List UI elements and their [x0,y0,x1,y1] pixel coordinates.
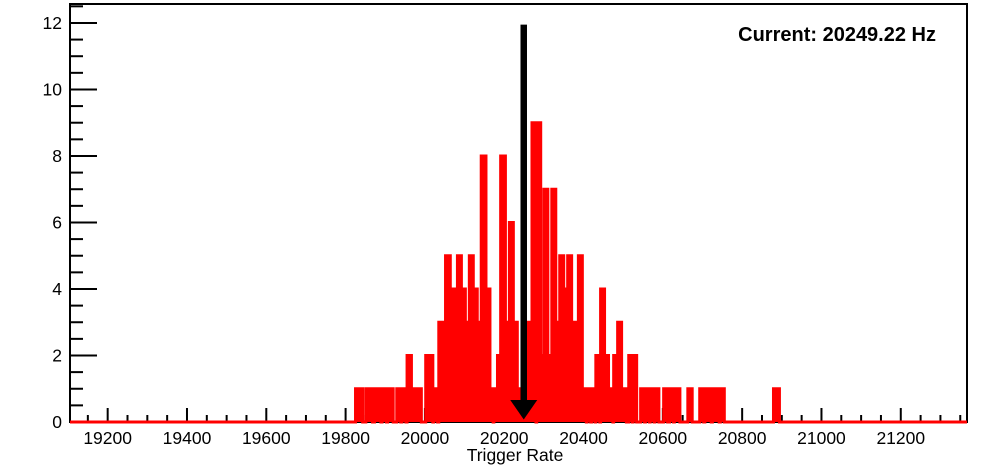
y-axis-tick-labels: 0 2 4 6 8 10 12 [43,13,63,432]
x-tick-label: 19800 [321,428,370,448]
y-axis-ticks [70,5,97,423]
current-value-arrow [510,24,538,420]
y-tick-label: 8 [52,146,62,166]
x-tick-label: 20800 [718,428,767,448]
x-tick-label: 20600 [639,428,688,448]
arrow-head-icon [510,400,538,420]
x-tick-label: 20400 [559,428,608,448]
y-tick-label: 2 [52,345,62,365]
current-rate-annotation: Current: 20249.22 Hz [738,24,936,46]
y-tick-label: 4 [52,279,62,299]
x-tick-label: 20200 [480,428,529,448]
x-tick-label: 21200 [876,428,925,448]
x-axis-title: Trigger Rate [467,445,564,465]
x-tick-label: 19400 [163,428,212,448]
y-tick-label: 0 [52,412,62,432]
x-tick-label: 21000 [797,428,846,448]
x-tick-label: 19200 [83,428,132,448]
y-tick-label: 10 [43,79,63,99]
y-tick-label: 6 [52,212,62,232]
x-tick-label: 20000 [401,428,450,448]
histogram-series [70,121,967,424]
y-tick-label: 12 [43,13,62,33]
x-axis-tick-labels: 19200 19400 19600 19800 20000 20200 20400 20600… [83,428,925,448]
x-tick-label: 19600 [242,428,291,448]
